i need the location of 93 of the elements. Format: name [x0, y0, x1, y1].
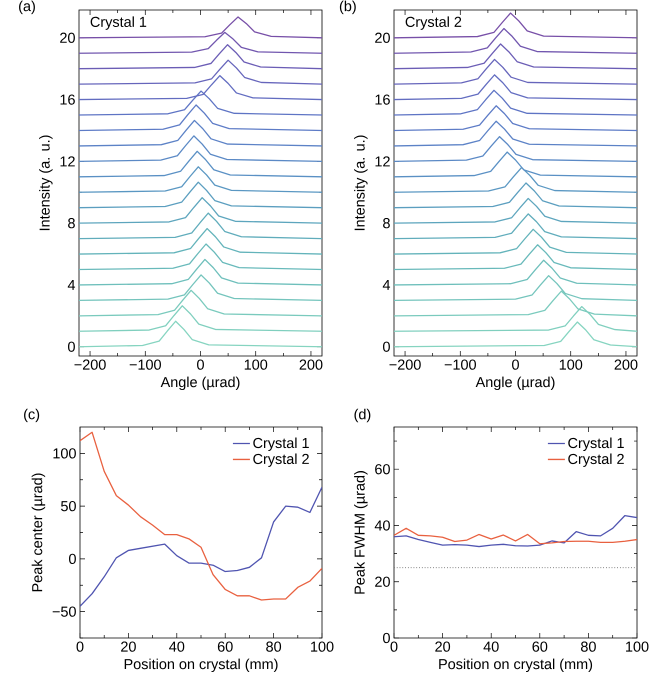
y-axis-title: Peak FWHM (µrad) — [354, 471, 368, 594]
chart-title: (c) — [24, 408, 40, 422]
x-tick-label: 40 — [484, 642, 499, 652]
chart-title: (a) — [19, 0, 35, 14]
line-series — [394, 198, 638, 224]
x-tick-label: 200 — [614, 360, 638, 370]
y-tick-label: 4 — [382, 280, 390, 290]
y-tick-label: 4 — [68, 280, 76, 290]
y-tick-label: 16 — [60, 94, 75, 105]
line-series — [394, 228, 638, 255]
line-series — [394, 182, 638, 208]
legend-label: Crystal 1 — [253, 438, 309, 451]
line-series — [79, 60, 322, 85]
y-tick-label: 40 — [374, 520, 390, 531]
x-tick-label: −100 — [444, 360, 476, 370]
x-tick-label: −200 — [74, 360, 106, 370]
x-tick-label: 80 — [580, 642, 596, 652]
line-series — [394, 514, 638, 548]
y-axis-title: Peak center (µrad) — [32, 473, 46, 592]
line-series — [394, 58, 638, 85]
line-series — [80, 432, 322, 601]
y-tick-label: 0 — [383, 342, 390, 352]
line-series — [79, 120, 322, 147]
x-tick-label: 0 — [76, 642, 84, 652]
line-series — [79, 166, 322, 193]
y-axis-title: Intensity (a. u.) — [354, 135, 368, 230]
line-series — [394, 528, 638, 544]
x-tick-label: 60 — [532, 642, 548, 652]
legend-label: Crystal 1 — [568, 438, 624, 451]
x-axis-title: Position on crystal (mm) — [439, 658, 592, 672]
x-tick-label: 20 — [435, 642, 450, 652]
line-series — [79, 135, 322, 162]
y-tick-label: 0 — [68, 342, 75, 352]
line-series — [79, 182, 322, 208]
x-tick-label: 100 — [626, 642, 648, 652]
line-series — [394, 12, 638, 38]
line-series — [79, 243, 322, 270]
legend-label: Crystal 2 — [568, 453, 624, 467]
line-series — [79, 104, 322, 132]
line-series — [79, 258, 322, 286]
line-series — [394, 136, 638, 162]
line-series — [394, 43, 638, 70]
x-tick-label: 100 — [244, 360, 268, 370]
line-series — [394, 90, 638, 116]
annotation: Crystal 2 — [406, 16, 462, 30]
line-series — [394, 213, 638, 240]
line-series — [79, 44, 322, 70]
y-tick-label: 20 — [60, 32, 75, 43]
y-tick-label: 12 — [376, 156, 390, 166]
line-series — [79, 150, 322, 178]
y-tick-label: 16 — [376, 94, 390, 105]
y-axis-title: Intensity (a. u.) — [39, 135, 53, 230]
line-series — [79, 197, 322, 224]
y-tick-label: 8 — [68, 218, 75, 228]
x-tick-label: 100 — [311, 642, 334, 652]
y-tick-label: 12 — [60, 156, 75, 166]
line-series — [394, 321, 638, 348]
annotation: Crystal 1 — [90, 16, 146, 30]
x-axis-title: Angle (µrad) — [160, 376, 240, 390]
x-tick-label: 60 — [218, 642, 233, 652]
y-tick-label: 0 — [383, 632, 390, 644]
x-tick-label: 0 — [197, 360, 204, 370]
x-axis-title: Angle (µrad) — [476, 376, 554, 390]
chart-title: (b) — [340, 0, 356, 14]
line-series — [394, 244, 638, 270]
x-tick-label: 0 — [512, 360, 519, 370]
x-tick-label: 80 — [266, 642, 282, 652]
y-tick-label: 60 — [375, 464, 390, 474]
x-tick-label: 40 — [169, 642, 184, 652]
y-tick-label: 100 — [53, 448, 76, 458]
line-series — [79, 212, 322, 240]
chart-title: (d) — [354, 408, 370, 422]
line-series — [79, 320, 322, 348]
x-axis-title: Position on crystal (mm) — [124, 658, 278, 672]
y-tick-label: 50 — [60, 501, 76, 512]
line-series — [79, 305, 322, 332]
y-tick-label: 20 — [375, 32, 390, 43]
legend-label: Crystal 2 — [253, 453, 309, 467]
x-tick-label: −200 — [390, 360, 421, 370]
x-tick-label: −100 — [130, 360, 161, 370]
x-tick-label: 200 — [300, 360, 322, 370]
y-tick-label: 20 — [375, 576, 390, 587]
x-tick-label: 0 — [390, 642, 398, 652]
line-series — [79, 228, 322, 255]
y-tick-label: 8 — [383, 218, 390, 228]
line-series — [394, 260, 638, 286]
line-series — [394, 120, 638, 147]
line-series — [394, 105, 638, 132]
y-tick-label: 0 — [69, 554, 76, 564]
x-tick-label: 20 — [121, 642, 136, 652]
line-series — [394, 74, 638, 100]
x-tick-label: 100 — [560, 360, 582, 370]
y-tick-label: −50 — [52, 606, 76, 617]
